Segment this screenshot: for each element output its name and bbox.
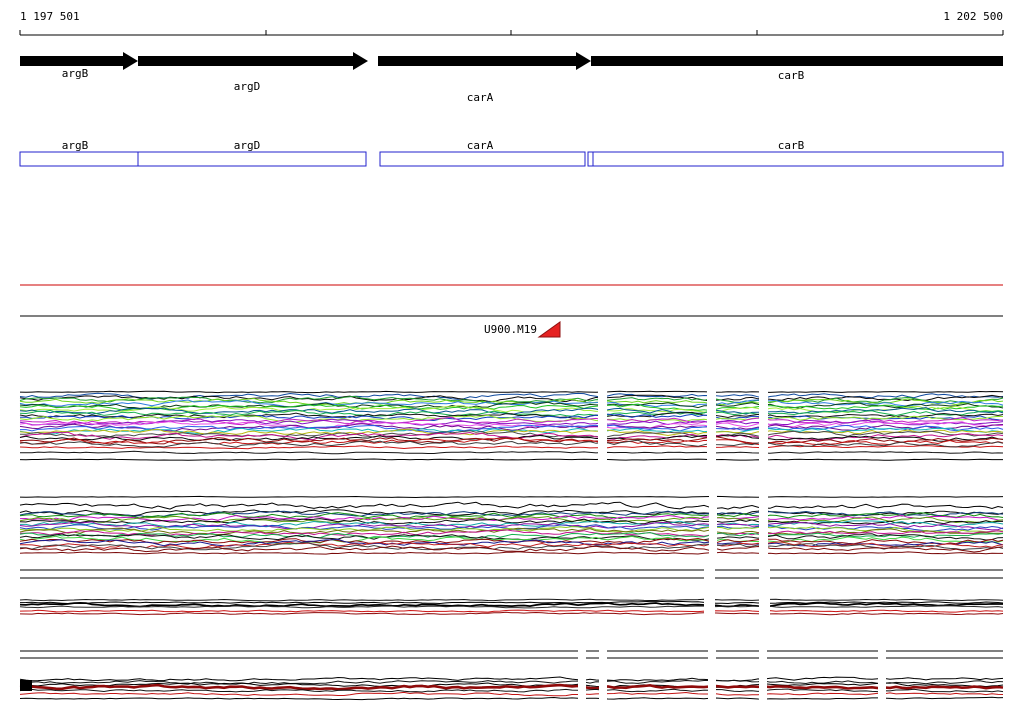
gene-box-label: carB xyxy=(778,139,805,152)
plot-line xyxy=(19,602,1003,608)
plot-line xyxy=(19,420,1004,429)
gene-arrow-body xyxy=(378,56,576,66)
coverage-gap xyxy=(708,649,716,702)
plot-line xyxy=(19,676,1004,682)
plot-line xyxy=(19,531,1004,539)
gene-arrow-body xyxy=(20,56,123,66)
plot-line xyxy=(19,450,1004,455)
gene-box-label: argD xyxy=(234,139,261,152)
plot-line xyxy=(19,416,1004,426)
gene-arrow-label: carA xyxy=(467,91,494,104)
gene-box xyxy=(379,151,586,167)
plot-line xyxy=(19,495,1004,499)
gene-box xyxy=(19,151,139,167)
coverage-gap xyxy=(759,390,768,462)
gene-arrow-head xyxy=(353,52,368,70)
plot-line xyxy=(19,521,1004,531)
gene-arrow-argB[interactable]: argB xyxy=(20,52,138,80)
gene-arrow-body xyxy=(138,56,353,66)
plot-line xyxy=(19,605,1004,609)
coverage-gap xyxy=(704,568,715,618)
gene-arrow-argD[interactable]: argD xyxy=(138,52,368,93)
gene-arrow-body xyxy=(591,56,1003,66)
marker-flag-icon[interactable] xyxy=(537,321,561,338)
gene-box-argB[interactable]: argB xyxy=(19,139,139,167)
plot-line xyxy=(19,423,1004,432)
coverage-gap xyxy=(578,649,586,702)
plot-line xyxy=(19,418,1004,426)
plot-line xyxy=(19,430,1004,438)
gene-arrow-label: argD xyxy=(234,80,261,93)
plot-line xyxy=(19,609,1004,613)
coverage-gap xyxy=(878,649,886,702)
gene-arrow-label: carB xyxy=(778,69,805,82)
plot-line xyxy=(19,683,1004,691)
plot-line xyxy=(19,436,1004,445)
plot-band-3 xyxy=(19,568,1004,618)
plot-line xyxy=(19,611,1004,616)
gene-arrow-carA[interactable]: carA xyxy=(378,52,591,104)
plot-line xyxy=(19,414,1004,423)
plot-line xyxy=(19,527,1004,536)
plot-band-2 xyxy=(19,495,1004,557)
plot-line xyxy=(19,401,1004,410)
gene-box xyxy=(587,151,1004,167)
plot-line xyxy=(19,403,1004,412)
plot-line xyxy=(19,598,1004,602)
gene-box-label: argB xyxy=(62,139,89,152)
plot-line xyxy=(19,439,1004,448)
coverage-gap xyxy=(759,568,770,618)
plot-line xyxy=(19,682,1004,689)
coverage-gap xyxy=(709,495,717,557)
plot-line xyxy=(19,397,1004,406)
plot-band-1 xyxy=(19,390,1004,462)
coverage-gap xyxy=(707,390,716,462)
plot-line xyxy=(19,501,1004,510)
gene-box-carA[interactable]: carA xyxy=(379,139,586,167)
plot-line xyxy=(19,691,1004,697)
plot-line xyxy=(20,424,1004,434)
plot-line xyxy=(19,688,1004,693)
plot-line xyxy=(19,679,1004,685)
gene-arrow-carB[interactable]: carB xyxy=(591,56,1003,82)
plot-line xyxy=(19,696,1004,701)
plot-blob xyxy=(20,680,32,691)
plot-line xyxy=(19,458,1003,461)
ruler-end-coordinate: 1 202 500 xyxy=(943,10,1003,23)
coverage-gap xyxy=(599,649,607,702)
plot-line xyxy=(19,537,1004,545)
plot-line xyxy=(19,512,1004,520)
coverage-gap xyxy=(759,495,768,557)
plot-line xyxy=(19,551,1003,555)
plot-line xyxy=(19,545,1004,553)
coverage-gap xyxy=(759,649,767,702)
plot-line xyxy=(19,445,1004,450)
gene-arrow-head xyxy=(123,52,138,70)
ruler-start-coordinate: 1 197 501 xyxy=(20,10,80,23)
plot-line xyxy=(19,515,1004,524)
plot-line xyxy=(19,600,1004,605)
plot-line xyxy=(19,390,1004,394)
plot-line xyxy=(20,529,1004,537)
plot-line xyxy=(19,394,1004,403)
coverage-gap xyxy=(598,390,607,462)
gene-box xyxy=(137,151,367,167)
gene-box-label: carA xyxy=(467,139,494,152)
plot-band-4 xyxy=(19,649,1004,702)
plot-line xyxy=(19,399,1004,408)
gene-box-argD[interactable]: argD xyxy=(137,139,367,167)
gene-arrow-head xyxy=(576,52,591,70)
plot-line xyxy=(19,395,1004,404)
marker-label: U900.M19 xyxy=(484,323,537,336)
plot-line xyxy=(19,509,1004,517)
plot-line xyxy=(19,538,1004,547)
plot-line xyxy=(20,541,1004,550)
gene-arrow-label: argB xyxy=(62,67,89,80)
gene-box-carB[interactable]: carB xyxy=(587,139,1004,167)
